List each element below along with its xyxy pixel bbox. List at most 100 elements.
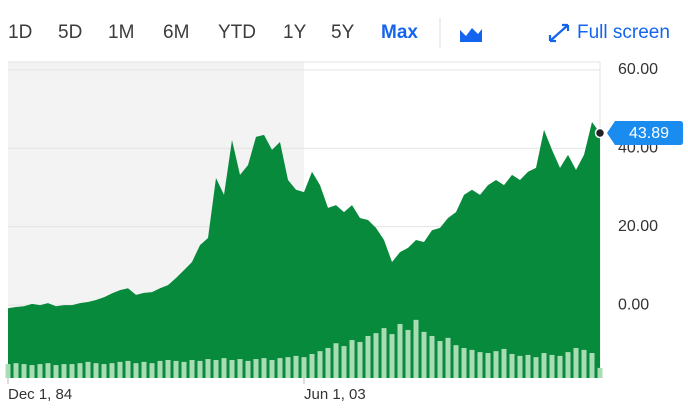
volume-bar [533, 357, 539, 378]
volume-bar [301, 357, 307, 378]
volume-bar [469, 349, 475, 378]
volume-bar [413, 319, 419, 378]
plot [5, 69, 603, 379]
volume-bar [101, 364, 107, 378]
volume-bar [181, 361, 187, 378]
volume-bar [373, 333, 379, 378]
chart-type-button[interactable] [460, 28, 482, 42]
volume-bar [565, 352, 571, 378]
range-button[interactable]: 5Y [331, 22, 355, 43]
volume-bar [349, 340, 355, 378]
volume-bar [445, 337, 451, 378]
volume-bar [93, 363, 99, 378]
volume-bar [597, 367, 603, 378]
range-button[interactable]: 1M [108, 22, 134, 43]
volume-bar [109, 363, 115, 378]
volume-bar [229, 359, 235, 378]
volume-bar [237, 359, 243, 378]
volume-bar [213, 359, 219, 378]
volume-bar [133, 363, 139, 378]
volume-bar [165, 359, 171, 378]
volume-bar [509, 353, 515, 378]
volume-bar [365, 335, 371, 378]
y-tick-label: 0.00 [618, 296, 649, 313]
fullscreen-label: Full screen [577, 22, 670, 43]
volume-bar [477, 352, 483, 378]
volume-bar [61, 364, 67, 378]
volume-bar [541, 353, 547, 378]
fullscreen-button[interactable]: Full screen [548, 22, 670, 43]
volume-bar [253, 359, 259, 378]
volume-bar [589, 353, 595, 378]
volume-bar [341, 346, 347, 378]
volume-bar [405, 329, 411, 378]
volume-bar [13, 363, 19, 378]
x-tick-label: Dec 1, 84 [8, 386, 72, 403]
volume-bar [485, 353, 491, 378]
volume-bar [389, 334, 395, 378]
volume-bar [285, 357, 291, 378]
area-icon [460, 28, 482, 42]
volume-bar [549, 354, 555, 378]
volume-bar [173, 360, 179, 378]
volume-bar [357, 341, 363, 378]
volume-bar [309, 353, 315, 378]
volume-bar [117, 361, 123, 378]
volume-bar [157, 360, 163, 378]
volume-bar [333, 343, 339, 378]
range-button[interactable]: Max [381, 22, 418, 43]
volume-bar [381, 328, 387, 378]
volume-bar [21, 364, 27, 378]
volume-bar [125, 360, 131, 378]
volume-bar [5, 364, 11, 378]
volume-bar [557, 355, 563, 378]
volume-bar [189, 359, 195, 378]
price-area [8, 121, 600, 379]
range-button[interactable]: YTD [218, 22, 256, 43]
volume-bar [437, 341, 443, 378]
y-tick-label: 60.00 [618, 61, 658, 78]
volume-bar [269, 359, 275, 378]
range-button[interactable]: 1D [8, 22, 32, 43]
volume-bar [197, 360, 203, 378]
volume-bar [37, 364, 43, 378]
volume-bar [317, 351, 323, 378]
volume-bar [397, 323, 403, 378]
volume-bar [293, 355, 299, 378]
volume-bar [501, 348, 507, 378]
range-button[interactable]: 6M [163, 22, 189, 43]
volume-bar [69, 364, 75, 378]
range-button[interactable]: 1Y [283, 22, 307, 43]
volume-bar [245, 360, 251, 378]
volume-bar [149, 363, 155, 378]
volume-bar [573, 347, 579, 378]
volume-bar [429, 335, 435, 378]
volume-bar [453, 345, 459, 378]
volume-bar [85, 361, 91, 378]
x-tick-label: Jun 1, 03 [304, 386, 366, 403]
volume-bar [517, 355, 523, 378]
volume-bar [461, 347, 467, 378]
volume-bar [141, 361, 147, 378]
range-button[interactable]: 5D [58, 22, 82, 43]
volume-bar [29, 365, 35, 378]
volume-bar [493, 351, 499, 378]
volume-bar [221, 358, 227, 378]
volume-bar [325, 347, 331, 378]
volume-bar [53, 365, 59, 378]
volume-bar [421, 331, 427, 378]
volume-bar [277, 358, 283, 378]
volume-bar [77, 363, 83, 378]
volume-bar [525, 354, 531, 378]
volume-bar [581, 349, 587, 378]
price-tag [607, 121, 683, 146]
volume-bar [45, 363, 51, 378]
toolbar: Full screen 1D 5D 1M 6M YTD 1Y 5Y Max [8, 18, 670, 48]
fullscreen-icon [548, 23, 570, 43]
price-tag-label: 43.89 [629, 125, 669, 142]
volume-bar [205, 359, 211, 378]
last-point [594, 127, 606, 139]
volume-bar [261, 358, 267, 378]
